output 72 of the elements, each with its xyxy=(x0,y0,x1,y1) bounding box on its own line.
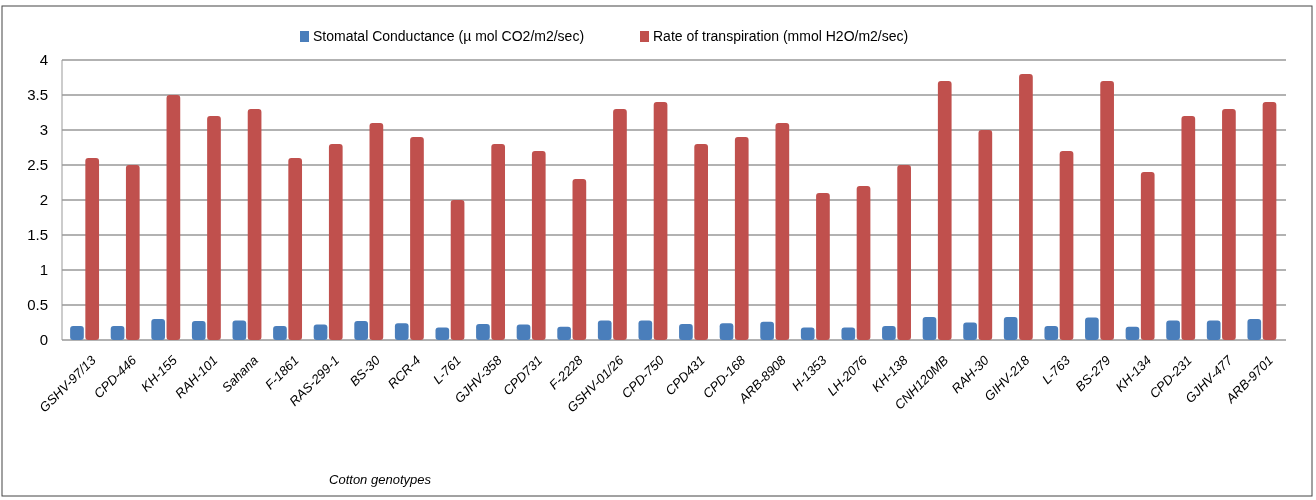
bar xyxy=(1085,317,1099,340)
y-tick-label: 0.5 xyxy=(27,296,48,314)
bar xyxy=(1247,319,1262,340)
bar xyxy=(816,193,830,340)
bar xyxy=(572,179,587,340)
bar xyxy=(1181,116,1196,340)
bar xyxy=(288,158,303,340)
bar xyxy=(963,322,977,340)
y-tick-label: 2 xyxy=(39,191,48,209)
bar xyxy=(1044,326,1059,340)
y-tick-label: 3 xyxy=(39,121,48,139)
bar xyxy=(151,319,166,340)
y-tick-label: 2.5 xyxy=(27,156,48,174)
bar xyxy=(125,165,140,340)
bar xyxy=(410,137,424,340)
bar xyxy=(719,323,734,340)
bar xyxy=(191,321,206,340)
bar xyxy=(354,321,368,340)
bar xyxy=(369,123,384,340)
bar xyxy=(937,81,952,340)
bar xyxy=(978,130,993,340)
bar xyxy=(166,95,181,340)
bar xyxy=(435,327,450,340)
bar xyxy=(207,116,221,340)
bar xyxy=(679,323,693,340)
bar xyxy=(85,158,100,340)
bar xyxy=(273,326,287,340)
bar xyxy=(557,326,571,340)
bar xyxy=(70,326,84,340)
bar xyxy=(841,327,856,340)
bar xyxy=(734,137,749,340)
bar xyxy=(491,144,506,340)
y-tick-label: 4 xyxy=(39,51,48,69)
y-tick-label: 1.5 xyxy=(27,226,48,244)
bar xyxy=(1222,109,1236,340)
bar xyxy=(450,200,465,340)
bar xyxy=(597,320,612,340)
bar xyxy=(882,326,896,340)
legend-label: Stomatal Conductance (µ mol CO2/m2/sec) xyxy=(313,28,585,44)
bar xyxy=(1100,81,1114,340)
y-tick-label: 0 xyxy=(39,331,48,349)
x-axis-title: Cotton genotypes xyxy=(329,472,432,487)
bar xyxy=(1166,320,1180,340)
bar xyxy=(638,320,653,340)
bar xyxy=(516,324,531,340)
bar xyxy=(1206,320,1221,340)
bar xyxy=(1003,316,1018,340)
bar xyxy=(531,151,546,340)
bar xyxy=(1125,326,1140,340)
bar xyxy=(1019,74,1033,340)
y-tick-label: 3.5 xyxy=(27,86,48,104)
bar xyxy=(328,144,343,340)
bar xyxy=(476,323,490,340)
bar xyxy=(1059,151,1074,340)
bar xyxy=(247,109,262,340)
bar xyxy=(1140,172,1155,340)
legend-label: Rate of transpiration (mmol H2O/m2/sec) xyxy=(653,28,909,44)
bar xyxy=(922,316,937,340)
bar xyxy=(897,165,911,340)
bar xyxy=(856,186,871,340)
bar xyxy=(653,102,668,340)
bar xyxy=(110,326,125,340)
bar xyxy=(394,323,409,340)
bar xyxy=(1262,102,1277,340)
bar xyxy=(613,109,627,340)
bar xyxy=(232,320,247,340)
bar xyxy=(694,144,708,340)
bar xyxy=(760,321,774,340)
bar xyxy=(775,123,790,340)
bar xyxy=(313,324,328,340)
y-tick-label: 1 xyxy=(39,261,48,279)
bar xyxy=(800,327,815,340)
